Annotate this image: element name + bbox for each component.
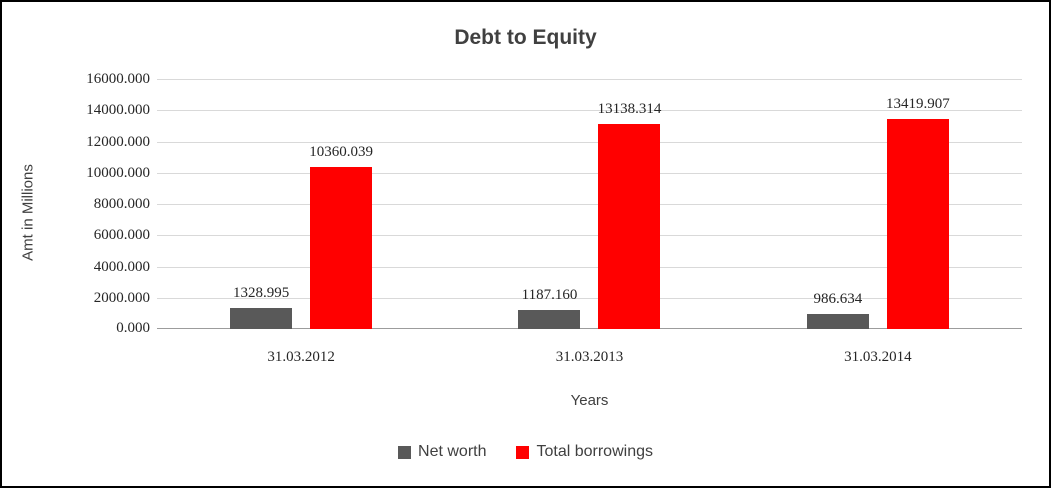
chart-title: Debt to Equity [454,26,597,49]
bar-value-label: 1187.160 [521,287,578,303]
legend-swatch-total-borrowings [516,445,530,459]
bar-group: 1187.160 13138.314 [445,79,733,329]
y-tick-label: 10000.000 [86,165,150,181]
gridline [157,110,1022,111]
legend-label: Net worth [418,443,487,460]
y-tick-label: 8000.000 [93,196,150,212]
bar-group: 1328.995 10360.039 [157,79,445,329]
bar-value-label: 1328.995 [233,285,290,301]
gridline [157,142,1022,143]
x-tick-label: 31.03.2012 [267,349,335,365]
y-tick-label: 0.000 [116,320,150,336]
gridline [157,235,1022,236]
bar-value-label: 13419.907 [885,96,950,112]
bar-value-label: 10360.039 [309,144,374,160]
y-tick-label: 6000.000 [93,227,150,243]
gridline [157,204,1022,205]
plot-area: 1328.995 10360.039 1187.160 13138.314 986.63… [157,79,1022,329]
x-tick-label: 31.03.2014 [844,349,912,365]
gridline [157,79,1022,80]
bar-total-borrowings: 13419.907 [886,96,950,329]
legend-item-total-borrowings: Total borrowings [516,443,653,461]
y-tick-label: 2000.000 [93,290,150,306]
x-axis-title: Years [570,392,609,409]
bar-net-worth: 986.634 [806,291,869,329]
legend-label: Total borrowings [536,443,653,460]
legend: Net worth Total borrowings [2,443,1049,461]
gridline [157,298,1022,299]
gridline [157,267,1022,268]
bar-value-label: 986.634 [813,291,863,307]
legend-swatch-net-worth [398,445,412,459]
y-tick-label: 12000.000 [86,134,150,150]
x-axis-line [157,328,1022,329]
bar-total-borrowings: 13138.314 [598,101,661,329]
y-axis-tick-labels: 0.000 2000.000 4000.000 6000.000 8000.000 100… [52,71,150,336]
gridline [157,173,1022,174]
bar-group: 986.634 13419.907 [734,79,1022,329]
y-tick-label: 16000.000 [86,71,150,87]
bar-value-label: 13138.314 [597,101,662,117]
x-axis-tick-labels: 31.03.2012 31.03.2013 31.03.2014 [157,349,1022,369]
y-axis-title: Amt in Millions [19,164,37,261]
bar-net-worth: 1187.160 [518,287,581,329]
y-tick-label: 4000.000 [93,259,150,275]
bar-net-worth: 1328.995 [230,285,293,329]
x-tick-label: 31.03.2013 [555,349,624,365]
legend-item-net-worth: Net worth [398,443,486,461]
y-tick-label: 14000.000 [86,102,150,118]
bar-total-borrowings: 10360.039 [309,144,373,329]
